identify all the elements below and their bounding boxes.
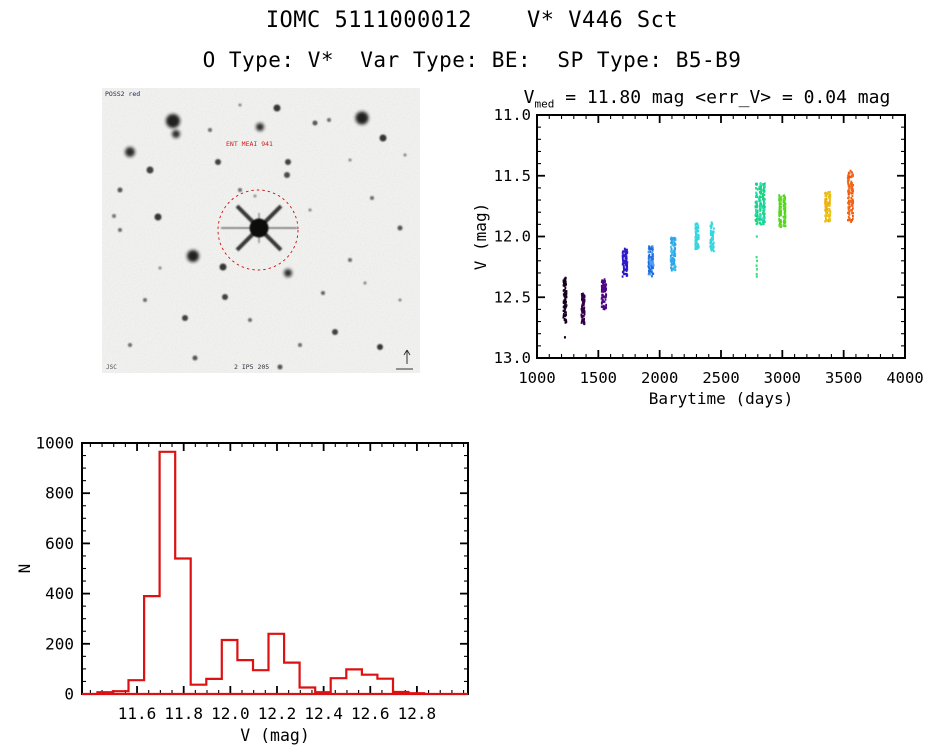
svg-text:11.8: 11.8 (164, 704, 203, 723)
svg-text:2000: 2000 (641, 369, 678, 387)
svg-text:11.6: 11.6 (118, 704, 157, 723)
svg-text:0: 0 (64, 685, 74, 704)
vmed-symbol: V (523, 87, 535, 108)
lc-axis-labels: 1000 1500 2000 2500 3000 3500 4000 11.0 11.5 12.0… (471, 107, 924, 408)
svg-text:200: 200 (45, 634, 74, 653)
magnitude-histogram-plot: 11.6 11.8 12.0 12.2 12.4 12.6 12.8 0 200 400 600 80… (15, 434, 469, 746)
hist-axis-labels: 11.6 11.8 12.0 12.2 12.4 12.6 12.8 0 200 400 600 80… (15, 434, 436, 746)
svg-text:4000: 4000 (886, 369, 923, 387)
lc-ylabel: V (mag) (471, 203, 490, 270)
finder-chart-image: POSS2 red ENT MEAI 941 2 IP5 205 JSC (102, 88, 420, 373)
svg-text:12.4: 12.4 (304, 704, 343, 723)
compass-icon (396, 349, 413, 370)
target-circle (217, 189, 299, 271)
lightcurve-plot: 1000 1500 2000 2500 3000 3500 4000 11.0 11.5 12.0… (471, 107, 924, 408)
svg-text:600: 600 (45, 534, 74, 553)
svg-text:3500: 3500 (825, 369, 862, 387)
coords-label: 2 IP5 205 (234, 363, 269, 371)
hist-axes (81, 442, 469, 695)
svg-text:12.2: 12.2 (258, 704, 297, 723)
star-field (112, 103, 407, 370)
svg-text:11.0: 11.0 (494, 107, 531, 124)
lightcurve-title: Vmed = 11.80 mag <err_V> = 0.04 mag (470, 87, 944, 111)
lc-axes (536, 114, 906, 359)
svg-text:11.5: 11.5 (494, 167, 531, 185)
target-label: ENT MEAI 941 (226, 140, 273, 148)
svg-text:800: 800 (45, 484, 74, 503)
svg-text:12.5: 12.5 (494, 288, 531, 306)
svg-text:12.6: 12.6 (351, 704, 390, 723)
svg-text:3000: 3000 (764, 369, 801, 387)
svg-text:12.0: 12.0 (494, 228, 531, 246)
svg-text:400: 400 (45, 584, 74, 603)
lc-xlabel: Barytime (days) (649, 389, 794, 408)
svg-text:1000: 1000 (518, 369, 555, 387)
hist-xlabel: V (mag) (240, 726, 310, 745)
svg-text:2500: 2500 (702, 369, 739, 387)
hist-ylabel: N (15, 564, 34, 574)
svg-text:13.0: 13.0 (494, 349, 531, 367)
svg-text:12.8: 12.8 (398, 704, 437, 723)
svg-text:1500: 1500 (580, 369, 617, 387)
page-subtitle: O Type: V* Var Type: BE: SP Type: B5-B9 (202, 48, 742, 72)
corner-label: JSC (106, 364, 117, 371)
vmed-value-text: = 11.80 mag <err_V> = 0.04 mag (554, 87, 891, 108)
svg-text:12.0: 12.0 (211, 704, 250, 723)
survey-label: POSS2 red (105, 90, 140, 98)
vmed-subscript: med (534, 97, 555, 111)
lc-data-points (562, 169, 855, 339)
hist-bars (96, 450, 426, 695)
target-star (221, 204, 297, 252)
page-title: IOMC 5111000012 V* V446 Sct (265, 8, 679, 33)
svg-text:1000: 1000 (35, 434, 74, 453)
